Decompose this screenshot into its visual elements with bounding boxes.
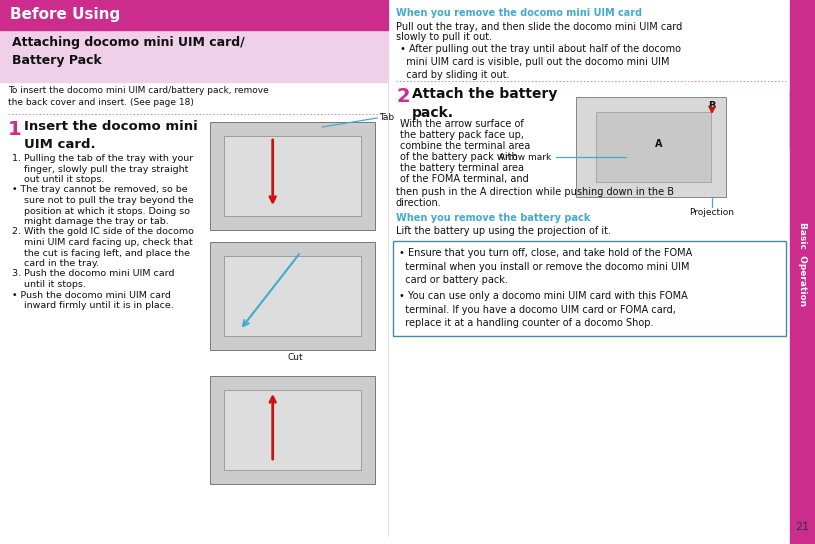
Text: slowly to pull it out.: slowly to pull it out. <box>396 32 492 42</box>
Bar <box>224 136 361 216</box>
Text: Cut: Cut <box>288 353 304 362</box>
Bar <box>393 241 786 336</box>
Text: sure not to pull the tray beyond the: sure not to pull the tray beyond the <box>12 196 194 205</box>
Text: combine the terminal area: combine the terminal area <box>400 141 531 151</box>
Text: • You can use only a docomo mini UIM card with this FOMA
  terminal. If you have: • You can use only a docomo mini UIM car… <box>399 291 688 328</box>
Text: might damage the tray or tab.: might damage the tray or tab. <box>12 217 169 226</box>
Text: Basic  Operation: Basic Operation <box>798 222 807 306</box>
Text: With the arrow surface of: With the arrow surface of <box>400 119 524 129</box>
Bar <box>790 0 815 544</box>
Text: Attach the battery
pack.: Attach the battery pack. <box>412 87 557 121</box>
Text: • Push the docomo mini UIM card: • Push the docomo mini UIM card <box>12 290 171 300</box>
Text: A: A <box>654 139 663 149</box>
Text: inward firmly until it is in place.: inward firmly until it is in place. <box>12 301 174 310</box>
Text: To insert the docomo mini UIM card/battery pack, remove
the back cover and inser: To insert the docomo mini UIM card/batte… <box>8 86 269 107</box>
Text: • After pulling out the tray until about half of the docomo
  mini UIM card is v: • After pulling out the tray until about… <box>400 44 681 81</box>
Text: card in the tray.: card in the tray. <box>12 259 99 268</box>
Text: the battery terminal area: the battery terminal area <box>400 163 524 173</box>
Text: Before Using: Before Using <box>10 8 121 22</box>
Text: then push in the A direction while pushing down in the B: then push in the A direction while pushi… <box>396 187 674 197</box>
Bar <box>0 30 388 82</box>
Bar <box>596 112 711 182</box>
Text: Projection: Projection <box>689 208 734 217</box>
Text: Attaching docomo mini UIM card/
Battery Pack: Attaching docomo mini UIM card/ Battery … <box>12 36 244 67</box>
Bar <box>210 376 375 484</box>
Text: Arrow mark: Arrow mark <box>499 152 551 162</box>
Bar <box>224 390 361 470</box>
Bar <box>576 97 726 197</box>
Text: Tab: Tab <box>379 113 394 121</box>
Text: direction.: direction. <box>396 198 442 208</box>
Text: 1: 1 <box>8 120 22 139</box>
Text: Lift the battery up using the projection of it.: Lift the battery up using the projection… <box>396 226 611 236</box>
Bar <box>210 122 375 230</box>
Bar <box>790 90 815 148</box>
Bar <box>0 0 388 30</box>
Text: mini UIM card facing up, check that: mini UIM card facing up, check that <box>12 238 193 247</box>
Bar <box>224 256 361 336</box>
Text: 2: 2 <box>396 87 410 106</box>
Text: When you remove the docomo mini UIM card: When you remove the docomo mini UIM card <box>396 8 642 18</box>
Text: the cut is facing left, and place the: the cut is facing left, and place the <box>12 249 190 257</box>
Text: 21: 21 <box>795 522 809 532</box>
Text: of the battery pack with: of the battery pack with <box>400 152 518 162</box>
Text: When you remove the battery pack: When you remove the battery pack <box>396 213 590 223</box>
Text: Insert the docomo mini
UIM card.: Insert the docomo mini UIM card. <box>24 120 198 151</box>
Text: Pull out the tray, and then slide the docomo mini UIM card: Pull out the tray, and then slide the do… <box>396 22 682 32</box>
Text: of the FOMA terminal, and: of the FOMA terminal, and <box>400 174 529 184</box>
Text: • Ensure that you turn off, close, and take hold of the FOMA
  terminal when you: • Ensure that you turn off, close, and t… <box>399 248 692 285</box>
Text: finger, slowly pull the tray straight: finger, slowly pull the tray straight <box>12 164 188 174</box>
Text: out until it stops.: out until it stops. <box>12 175 104 184</box>
Text: position at which it stops. Doing so: position at which it stops. Doing so <box>12 207 190 215</box>
Text: until it stops.: until it stops. <box>12 280 86 289</box>
Text: B: B <box>708 101 716 111</box>
Text: 2. With the gold IC side of the docomo: 2. With the gold IC side of the docomo <box>12 227 194 237</box>
Text: 3. Push the docomo mini UIM card: 3. Push the docomo mini UIM card <box>12 269 174 279</box>
Text: 1. Pulling the tab of the tray with your: 1. Pulling the tab of the tray with your <box>12 154 193 163</box>
Text: the battery pack face up,: the battery pack face up, <box>400 130 524 140</box>
Bar <box>210 242 375 350</box>
Text: • The tray cannot be removed, so be: • The tray cannot be removed, so be <box>12 186 187 195</box>
